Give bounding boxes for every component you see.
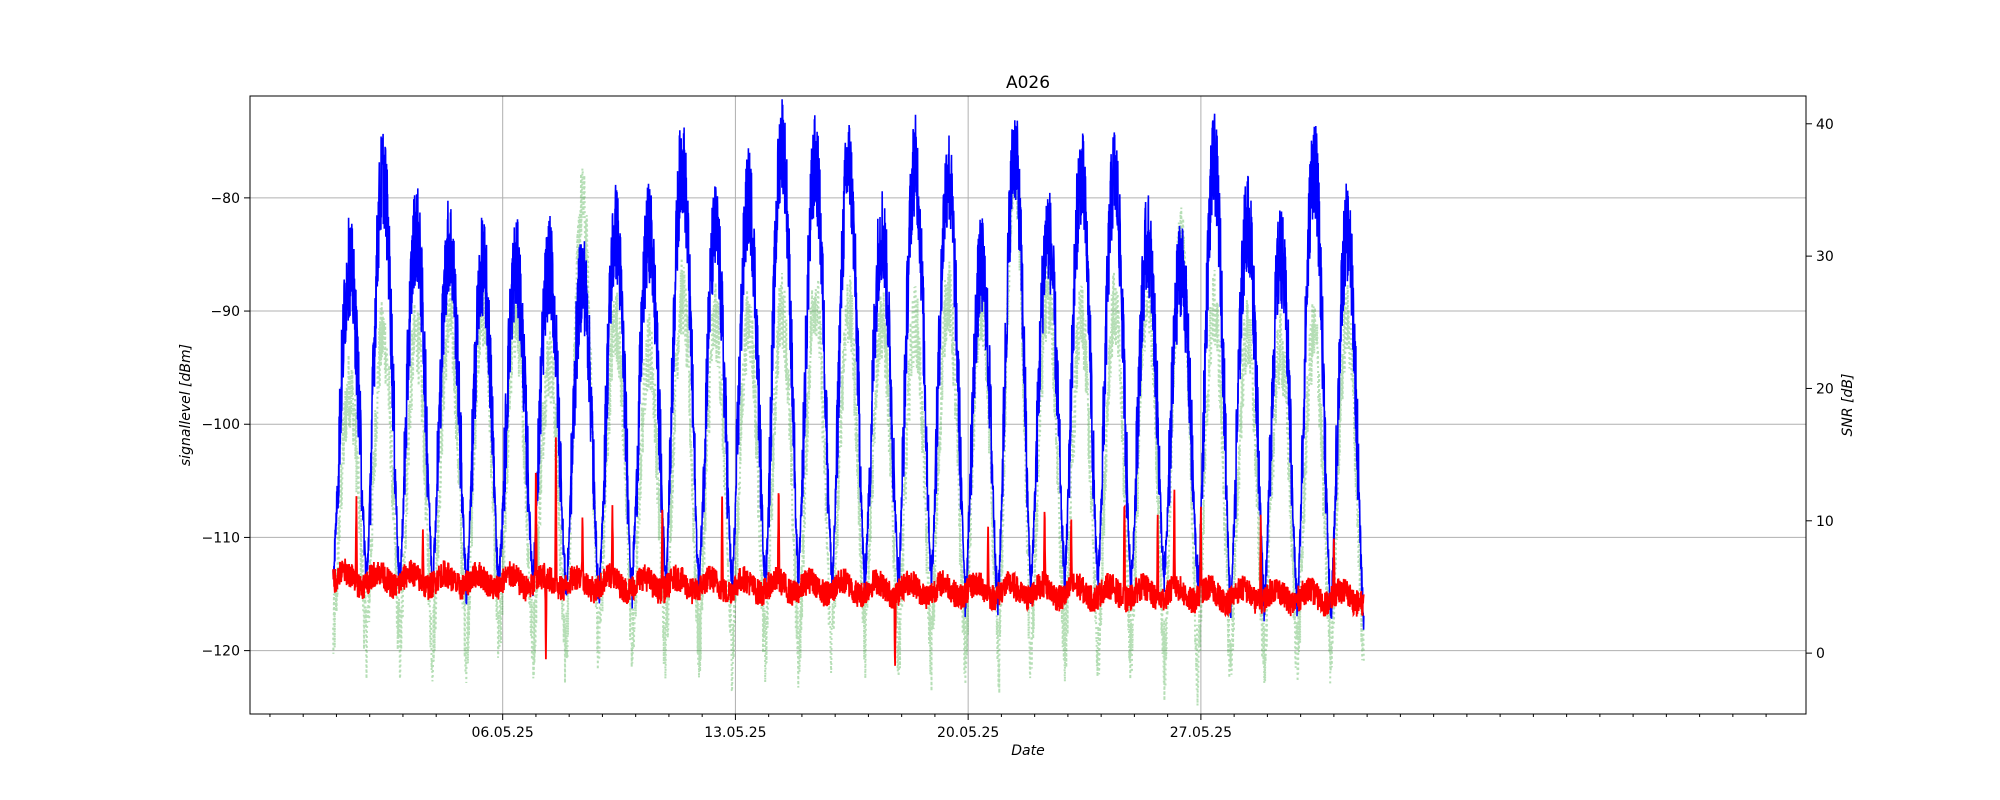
series-noise-level: [332, 437, 1365, 666]
y-tick-label-left: −110: [202, 530, 240, 546]
x-axis-label: Date: [1011, 743, 1044, 759]
y-tick-label-left: −120: [202, 644, 240, 660]
y-axis-label-left: signallevel [dBm]: [178, 344, 194, 466]
y-tick-label-right: 0: [1816, 646, 1825, 662]
y-tick-label-right: 10: [1816, 514, 1834, 530]
y-tick-label-left: −100: [202, 417, 240, 433]
chart-title: A026: [1006, 73, 1050, 93]
axes: −80 −90 −100 −110 −120 0 10 20 30 40 06.05.25 13.05…: [202, 117, 1834, 741]
y-tick-label-left: −80: [210, 191, 240, 207]
plot-series: [332, 99, 1365, 706]
y-tick-label-right: 30: [1816, 249, 1834, 265]
y-tick-label-right: 20: [1816, 381, 1834, 397]
plot-frame: [249, 95, 1807, 715]
x-tick-label: 06.05.25: [472, 725, 534, 741]
x-tick-label: 20.05.25: [937, 725, 999, 741]
y-axis-label-right: SNR [dB]: [1840, 374, 1856, 437]
series-signal-level: [332, 99, 1365, 630]
y-tick-label-right: 40: [1816, 117, 1834, 133]
x-tick-label: 27.05.25: [1170, 725, 1232, 741]
y-tick-label-left: −90: [210, 304, 240, 320]
x-tick-label: 13.05.25: [704, 725, 766, 741]
